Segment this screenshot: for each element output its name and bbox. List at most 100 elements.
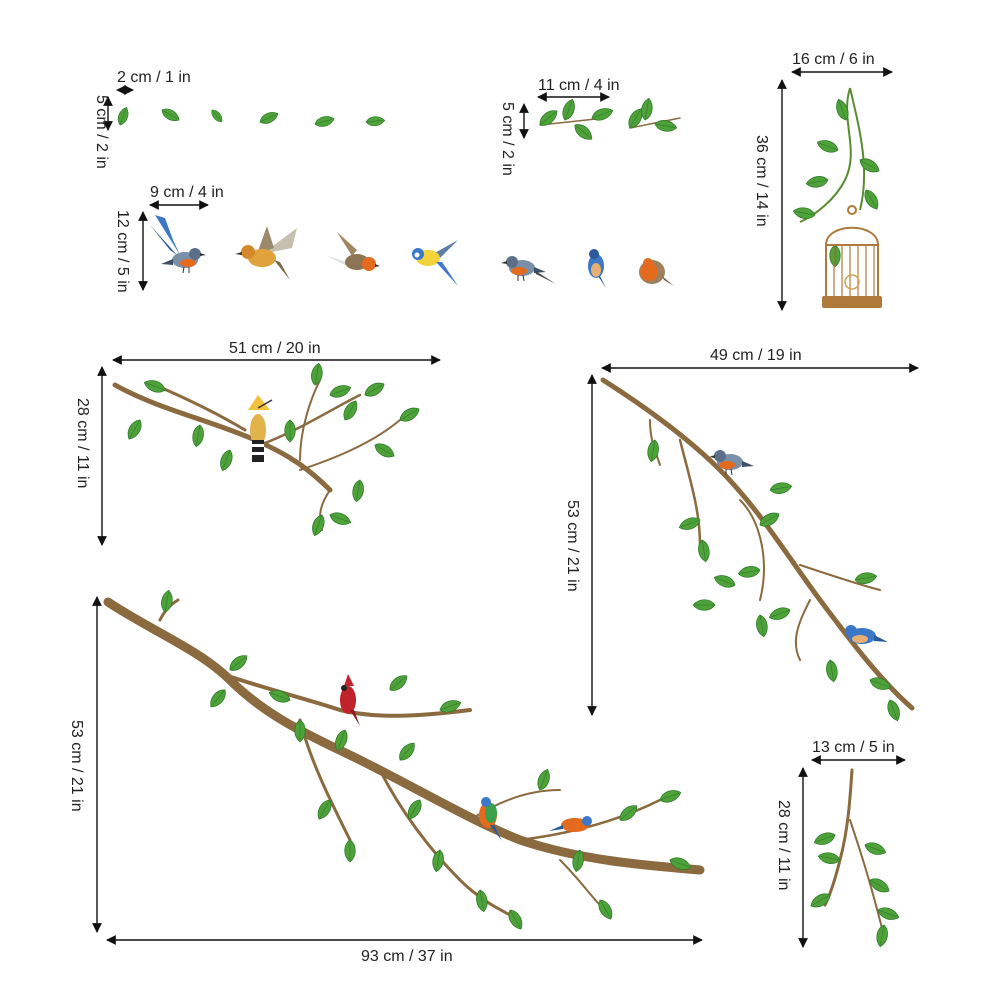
leaf-icon [815, 137, 841, 156]
bird-icon [150, 215, 207, 274]
dimension-birdcage-height: 36 cm / 14 in [753, 79, 787, 311]
dimension-birds-height: 12 cm / 5 in [114, 210, 148, 293]
leaf-icon [817, 850, 842, 866]
leaf-icon [639, 97, 655, 122]
dimension-branch-right-height: 53 cm / 21 in [564, 374, 597, 716]
dimension-label: 28 cm / 11 in [74, 398, 91, 488]
leaf-icon [657, 787, 683, 806]
leaf-icon [309, 362, 325, 387]
dimension-leaf-pair-width: 11 cm / 4 in [537, 77, 620, 102]
leaf-icon [327, 509, 353, 528]
leaf-icon [142, 377, 168, 396]
dimension-label: 16 cm / 6 in [792, 51, 875, 68]
leaf-icon [616, 801, 641, 825]
bird-icon [327, 232, 380, 271]
leaf-icon [767, 604, 793, 623]
leaf-icon [396, 404, 423, 425]
leaf-icon [206, 686, 230, 711]
leaf-icon [812, 829, 838, 848]
dimension-leaf-pair-height: 5 cm / 2 in [499, 102, 529, 176]
dimension-label: 93 cm / 37 in [361, 948, 453, 965]
dimension-branch-left-width: 51 cm / 20 in [112, 340, 441, 365]
leaf-icon [805, 174, 830, 190]
bird-icon [845, 625, 888, 644]
dimension-label: 53 cm / 21 in [68, 720, 85, 812]
bird-icon [248, 395, 273, 462]
dimension-birdcage-width: 16 cm / 6 in [791, 51, 893, 77]
leaf-icon [159, 589, 175, 614]
dimension-branch-large-width: 93 cm / 37 in [106, 935, 703, 965]
bird-icon [639, 258, 674, 286]
dimension-label: 51 cm / 20 in [229, 340, 321, 357]
branch-right [600, 377, 915, 723]
leaf-icon [862, 839, 888, 858]
bird-row [150, 215, 674, 288]
dimension-leaves-small-width: 2 cm / 1 in [116, 69, 191, 95]
leaf-icon [595, 896, 616, 923]
leaf-icon [829, 244, 841, 268]
dimension-label: 11 cm / 4 in [538, 77, 620, 94]
dimension-label: 13 cm / 5 in [812, 739, 895, 756]
bird-icon [412, 240, 458, 286]
leaf-icon [208, 107, 225, 125]
leaf-icon [284, 419, 296, 443]
dimension-branch-left-height: 28 cm / 11 in [74, 366, 107, 546]
dimension-birds-width: 9 cm / 4 in [149, 184, 224, 210]
leaf-icon [226, 651, 251, 675]
leaf-icon [190, 423, 206, 448]
leaf-icon [768, 480, 793, 496]
leaf-pair-group [536, 97, 681, 144]
leaf-icon [589, 105, 615, 124]
bird-icon [235, 226, 297, 280]
leaf-icon [313, 113, 336, 129]
leaf-icon [474, 888, 490, 913]
bird-icon [549, 816, 592, 832]
leaf-icon [824, 658, 840, 683]
leaf-icon [653, 118, 678, 134]
leaf-icon [559, 97, 578, 123]
bird-icon [588, 249, 606, 288]
leaf-icon [874, 923, 890, 948]
branch-left [112, 362, 423, 538]
leaf-icon [571, 120, 596, 144]
leaf-icon [884, 697, 903, 723]
dimension-label: 28 cm / 11 in [775, 800, 792, 890]
leaf-icon [386, 671, 411, 695]
birdcage-icon [792, 87, 883, 308]
leaf-icon [294, 719, 306, 743]
leaf-icon [371, 440, 398, 461]
leaf-icon [505, 906, 526, 933]
leaf-icon [344, 839, 356, 863]
dimension-label: 36 cm / 14 in [753, 135, 770, 227]
leaf-icon [217, 447, 236, 473]
dimension-label: 5 cm / 2 in [499, 102, 516, 176]
leaf-icon [124, 416, 145, 443]
dimension-branch-right-width: 49 cm / 19 in [601, 347, 919, 373]
leaf-icon [327, 382, 353, 401]
leaf-icon [257, 108, 281, 127]
leaf-row-small [115, 105, 386, 129]
leaf-icon [856, 155, 883, 176]
dimension-twig-width: 13 cm / 5 in [811, 739, 906, 765]
leaf-icon [737, 564, 762, 580]
dimension-label: 2 cm / 1 in [117, 69, 191, 86]
leaf-icon [692, 599, 716, 611]
leaf-icon [712, 572, 738, 591]
dimension-twig-height: 28 cm / 11 in [775, 767, 808, 948]
leaf-icon [159, 105, 182, 125]
dimension-label: 12 cm / 5 in [114, 210, 131, 293]
dimension-label: 5 cm / 2 in [93, 95, 110, 169]
leaf-icon [115, 105, 131, 127]
bird-icon [500, 255, 556, 284]
twig [807, 768, 901, 948]
dimension-leaves-small-height: 5 cm / 2 in [93, 95, 113, 169]
leaf-icon [365, 115, 386, 127]
dimension-label: 49 cm / 19 in [710, 347, 802, 364]
bird-icon [340, 674, 360, 726]
leaf-icon [754, 613, 770, 638]
leaf-icon [361, 379, 388, 400]
leaf-icon [350, 478, 366, 503]
dimension-label: 53 cm / 21 in [564, 500, 581, 592]
leaf-icon [792, 205, 817, 221]
